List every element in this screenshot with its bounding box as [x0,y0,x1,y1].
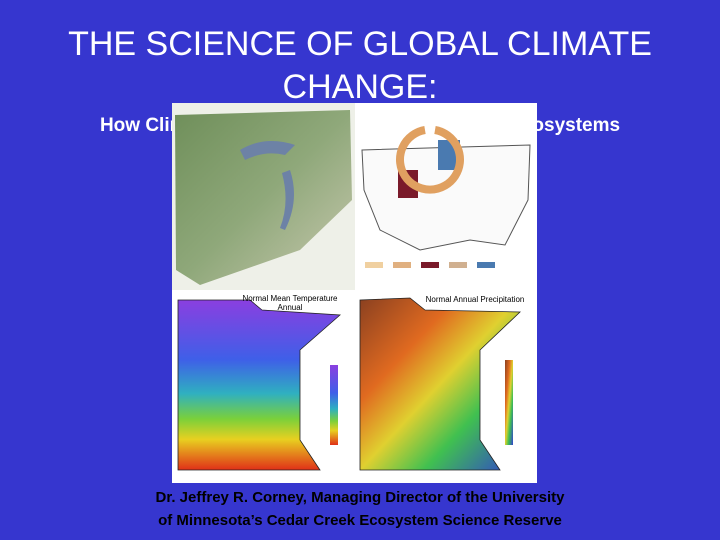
footer-line: Dr. Jeffrey R. Corney, Managing Director… [156,489,566,506]
temperature-map: Normal Mean Temperature Annual [172,290,355,483]
forest-map [172,103,355,290]
map-title: Annual [278,303,303,312]
footer-line: of Minnesota’s Cedar Creek Ecosystem Sci… [158,512,562,529]
map-title: Normal Annual Precipitation [426,295,525,304]
precipitation-map: Normal Annual Precipitation [355,290,537,483]
map-title: Normal Mean Temperature [242,294,338,303]
us-map [355,103,537,290]
title-line: THE SCIENCE OF GLOBAL CLIMATE [68,25,652,63]
title-line: CHANGE: [283,68,438,106]
